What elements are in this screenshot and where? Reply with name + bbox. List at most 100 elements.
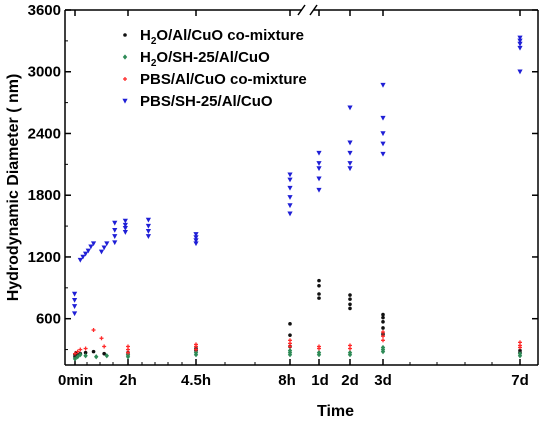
data-points xyxy=(72,35,523,362)
data-point xyxy=(380,115,386,121)
data-point xyxy=(317,292,321,296)
data-point xyxy=(287,211,293,217)
legend-label: PBS/Al/CuO co-mixture xyxy=(140,71,307,88)
data-point xyxy=(380,151,386,157)
data-point xyxy=(347,105,353,111)
data-point xyxy=(193,238,199,244)
data-point xyxy=(145,234,151,239)
data-point xyxy=(287,195,293,200)
data-point xyxy=(122,222,128,228)
data-point xyxy=(83,346,88,351)
data-point xyxy=(348,297,352,301)
data-point xyxy=(287,203,293,209)
y-tick-label: 600 xyxy=(36,311,61,328)
data-point xyxy=(112,234,118,239)
data-point xyxy=(287,185,293,191)
data-point xyxy=(125,352,131,358)
data-point xyxy=(317,278,321,283)
data-point xyxy=(381,319,385,324)
axis-break-mark xyxy=(297,4,306,16)
data-point xyxy=(193,235,199,241)
x-tick-label: 7d xyxy=(511,372,529,389)
data-point xyxy=(193,350,199,356)
data-point xyxy=(317,344,321,349)
legend-marker xyxy=(123,77,127,81)
data-point xyxy=(347,150,353,156)
data-point xyxy=(112,228,118,233)
data-point xyxy=(112,240,118,246)
data-point xyxy=(288,333,292,337)
data-point xyxy=(381,334,385,339)
data-point xyxy=(102,344,107,349)
data-point xyxy=(73,351,77,356)
data-point xyxy=(317,283,321,288)
data-point xyxy=(90,241,97,247)
y-tick-label: 3600 xyxy=(28,2,61,19)
data-point xyxy=(122,218,128,224)
data-point xyxy=(193,241,199,247)
data-point xyxy=(98,249,105,255)
data-point xyxy=(380,131,386,137)
data-point xyxy=(348,302,352,307)
data-point xyxy=(381,332,385,336)
data-point xyxy=(381,330,385,335)
data-point xyxy=(348,343,352,348)
data-point xyxy=(517,38,523,44)
data-point xyxy=(83,251,89,257)
y-tick-label: 3000 xyxy=(28,64,61,81)
data-point xyxy=(288,322,292,326)
data-point xyxy=(122,230,128,235)
data-point xyxy=(347,161,353,166)
data-point xyxy=(77,257,83,263)
legend-label: H2O/Al/CuO co-mixture xyxy=(140,27,304,47)
data-point xyxy=(317,296,321,300)
x-tick-label: 3d xyxy=(374,372,392,389)
data-point xyxy=(102,351,106,356)
data-point xyxy=(517,35,523,41)
data-point xyxy=(287,347,293,354)
data-point xyxy=(287,172,293,178)
legend-marker xyxy=(123,33,127,37)
data-point xyxy=(99,336,104,341)
x-tick-label: 2d xyxy=(341,372,359,389)
data-point xyxy=(380,344,386,351)
data-point xyxy=(517,41,523,47)
x-tick-label: 8h xyxy=(278,372,296,389)
x-tick-label: 2h xyxy=(119,372,137,389)
data-point xyxy=(517,45,523,51)
data-point xyxy=(78,352,83,358)
x-tick-label: 0min xyxy=(58,372,93,389)
legend-label: PBS/SH-25/Al/CuO xyxy=(140,93,273,110)
data-point xyxy=(316,161,322,166)
data-point xyxy=(287,177,293,183)
y-tick-label: 2400 xyxy=(28,125,61,142)
data-point xyxy=(112,220,118,226)
y-axis-title: Hydrodynamic Diameter ( nm) xyxy=(5,74,22,302)
data-point xyxy=(381,315,385,320)
data-point xyxy=(518,340,522,345)
data-point xyxy=(72,297,78,303)
data-point xyxy=(347,140,353,146)
x-axis-title: Time xyxy=(317,403,354,420)
data-point xyxy=(517,69,523,75)
data-point xyxy=(380,141,386,147)
data-point xyxy=(145,217,151,223)
axes: 600 1200 1800 2400 3000 3600 0min 2h 4.5h 8h 1d 2d 3… xyxy=(28,2,539,389)
data-point xyxy=(126,344,130,349)
data-point xyxy=(72,304,78,309)
data-point xyxy=(194,342,198,347)
data-point xyxy=(316,350,322,356)
data-point xyxy=(83,353,88,359)
data-point xyxy=(517,351,523,357)
data-point xyxy=(104,353,109,359)
data-point xyxy=(316,166,322,172)
data-point xyxy=(518,348,522,353)
legend-label: H2O/SH-25/Al/CuO xyxy=(140,49,270,69)
y-tick-label: 1200 xyxy=(28,249,61,266)
data-point xyxy=(75,349,80,354)
data-point xyxy=(91,349,96,354)
data-point xyxy=(85,248,91,254)
series-1 xyxy=(73,278,522,359)
